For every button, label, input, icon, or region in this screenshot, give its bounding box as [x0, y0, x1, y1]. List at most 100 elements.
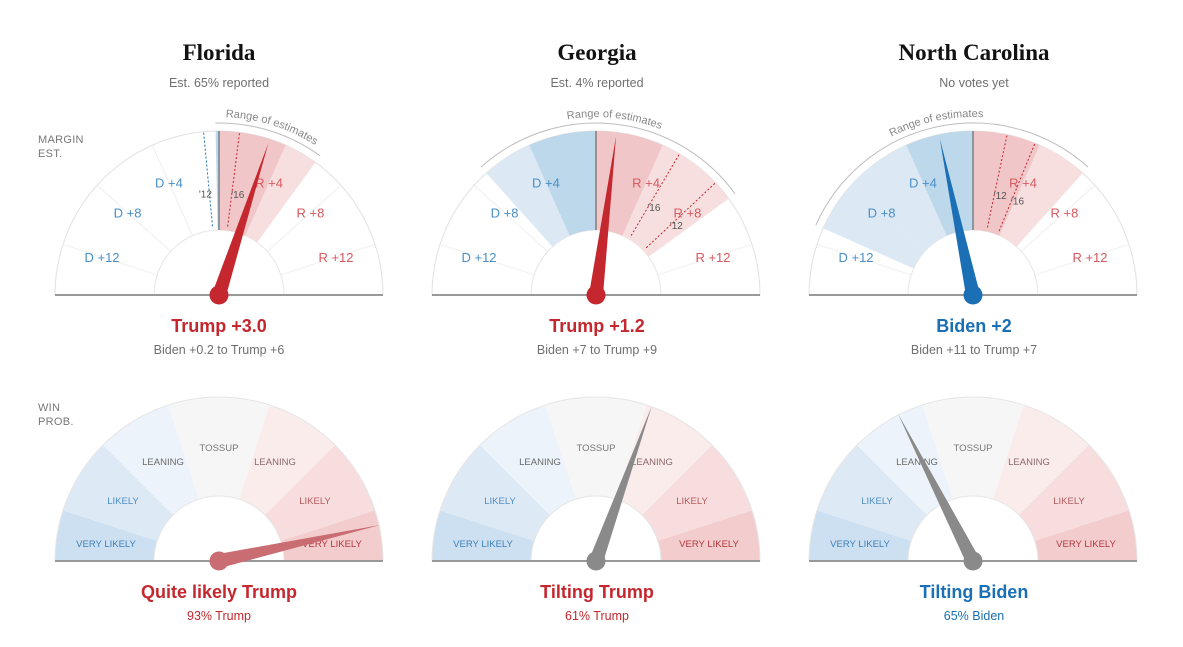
prob-needle	[589, 405, 652, 564]
prob-band	[239, 405, 335, 516]
past-result-label: '12	[994, 191, 1007, 202]
margin-range-band	[622, 145, 718, 252]
state-title: Florida	[182, 40, 256, 65]
prob-band-label: TOSSUP	[200, 443, 239, 454]
prob-band-label: VERY LIKELY	[453, 539, 513, 550]
margin-needle-hub	[209, 285, 229, 305]
prob-outline-arc	[808, 396, 1138, 562]
margin-scale-label: D +8	[491, 206, 519, 221]
margin-label-line1: MARGIN	[38, 134, 84, 146]
reported-text: Est. 4% reported	[550, 76, 644, 90]
prob-band	[1018, 445, 1129, 541]
margin-gridline	[151, 144, 194, 236]
margin-range-band	[245, 145, 316, 243]
state-column-georgia: Georgia Est. 4% reported Trump +1.2 Bide…	[417, 0, 777, 647]
prob-needle-hub	[963, 551, 983, 571]
margin-scale-label: D +4	[532, 176, 560, 191]
margin-leader-text: Biden +2	[936, 316, 1012, 336]
prob-band-label: LEANING	[254, 457, 296, 468]
prob-outline-arc	[431, 396, 761, 562]
margin-leader-text: Trump +1.2	[549, 316, 645, 336]
range-of-estimates-arc	[480, 122, 736, 195]
prob-needle	[898, 413, 980, 565]
prob-needle-hub	[586, 551, 606, 571]
margin-gridline	[96, 184, 172, 252]
prob-band-label: VERY LIKELY	[76, 539, 136, 550]
margin-row-label: MARGIN EST.	[38, 133, 84, 161]
past-result-label: '12	[670, 221, 683, 232]
prob-band	[545, 397, 647, 500]
past-result-label: '16	[647, 203, 660, 214]
win-status-text: Tilting Trump	[540, 582, 654, 602]
margin-scale-label: D +4	[909, 176, 937, 191]
prob-band	[264, 445, 375, 541]
margin-scale-label: R +8	[1050, 206, 1078, 221]
prob-band	[1034, 510, 1137, 561]
margin-range-band	[219, 131, 286, 236]
win-label-line1: WIN	[38, 402, 61, 414]
margin-scale-label: R +4	[1009, 176, 1037, 191]
prob-band-label: TOSSUP	[577, 443, 616, 454]
margin-needle-hub	[586, 285, 606, 305]
state-column-florida: Florida Est. 65% reported Trump +3.0 Bid…	[39, 0, 399, 647]
prob-inner-arc	[530, 495, 662, 562]
margin-scale-label: D +12	[838, 250, 873, 265]
margin-scale-label: D +12	[461, 250, 496, 265]
win-prob-text: 65% Biden	[943, 609, 1005, 623]
prob-outline-arc	[54, 396, 384, 562]
margin-scale-label: R +4	[632, 176, 660, 191]
margin-inner-arc	[907, 229, 1039, 296]
win-status-text: Tilting Biden	[919, 582, 1029, 602]
margin-gridline	[1020, 184, 1096, 252]
prob-band-label: LIKELY	[299, 496, 331, 507]
margin-gridline	[62, 243, 158, 276]
reported-text: Est. 65% reported	[168, 76, 270, 90]
margin-range-band	[851, 145, 947, 252]
prob-band-label: VERY LIKELY	[302, 539, 362, 550]
prob-band-label: LEANING	[631, 457, 673, 468]
state-column-north-carolina: North Carolina No votes yet Biden +2 Bid…	[794, 0, 1154, 647]
prob-band	[922, 397, 1024, 500]
margin-gridline	[266, 184, 342, 252]
margin-range-band	[973, 131, 1040, 236]
margin-gridline	[439, 243, 535, 276]
margin-scale-label: R +12	[318, 250, 353, 265]
win-status-text: Quite likely Trump	[140, 582, 298, 602]
margin-range-band	[486, 145, 570, 247]
margin-range-band	[644, 185, 729, 257]
margin-leader-text: Trump +3.0	[171, 316, 267, 336]
prob-band	[168, 397, 270, 500]
past-result-label: '16	[1011, 197, 1024, 208]
prob-band-label: LIKELY	[1053, 496, 1085, 507]
margin-gridline	[280, 243, 376, 276]
state-title: Georgia	[557, 40, 637, 65]
margin-needle	[212, 142, 269, 298]
reported-text: No votes yet	[939, 76, 1009, 90]
range-of-estimates-arc	[215, 122, 321, 157]
prob-band-label: LIKELY	[484, 496, 516, 507]
margin-label-line2: EST.	[38, 148, 63, 160]
past-result-label: '16	[231, 190, 244, 201]
prob-band	[657, 510, 760, 561]
prob-band-label: LEANING	[519, 457, 561, 468]
past-result-label: '12	[199, 189, 212, 200]
margin-gridline	[473, 184, 549, 252]
margin-range-band	[215, 131, 219, 231]
prob-needle	[217, 525, 381, 568]
prob-band-label: LEANING	[142, 457, 184, 468]
margin-scale-label: D +8	[114, 206, 142, 221]
margin-needle	[589, 136, 617, 296]
prob-band	[641, 445, 752, 541]
margin-scale-label: R +8	[296, 206, 324, 221]
prob-band-label: LEANING	[896, 457, 938, 468]
prob-band	[817, 445, 928, 541]
prob-band-label: VERY LIKELY	[1056, 539, 1116, 550]
win-prob-text: 61% Trump	[565, 609, 629, 623]
margin-range-text: Biden +11 to Trump +7	[910, 343, 1038, 357]
prob-band-label: VERY LIKELY	[679, 539, 739, 550]
prob-band	[63, 445, 174, 541]
prob-band-label: LIKELY	[676, 496, 708, 507]
prob-inner-arc	[907, 495, 1039, 562]
margin-range-band	[999, 145, 1083, 247]
